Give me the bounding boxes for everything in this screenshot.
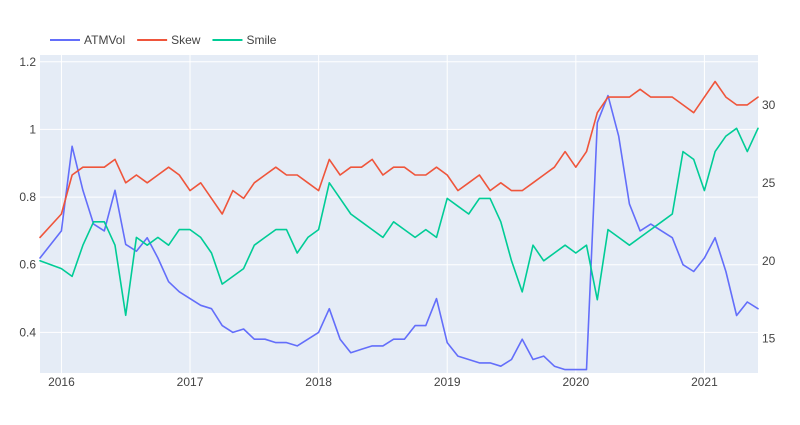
y-left-tick-label: 0.8 [19, 190, 36, 204]
x-tick-label: 2020 [562, 375, 589, 389]
y-right-tick-label: 30 [762, 98, 776, 112]
x-axis-ticks: 2016 2017 2018 2019 2020 2021 [48, 375, 718, 389]
series-line-smile [39, 127, 759, 317]
series-line-atmvol [39, 94, 759, 371]
legend-label: Smile [246, 33, 276, 47]
y-left-tick-label: 0.4 [19, 325, 36, 339]
y-axis-left-ticks: 0.4 0.6 0.8 1 1.2 [19, 55, 36, 340]
legend-item-smile[interactable]: Smile [212, 33, 277, 47]
series-line-skew [39, 80, 759, 239]
x-tick-label: 2021 [691, 375, 718, 389]
y-left-tick-label: 1 [29, 122, 36, 136]
y-left-tick-label: 0.6 [19, 258, 36, 272]
legend-label: ATMVol [84, 33, 125, 47]
y-right-tick-label: 15 [762, 332, 776, 346]
y-axis-right-ticks: 15 20 25 30 [762, 98, 776, 346]
y-right-tick-label: 25 [762, 176, 776, 190]
y-left-tick-label: 1.2 [19, 55, 36, 69]
y-right-tick-label: 20 [762, 254, 776, 268]
legend-label: Skew [171, 33, 201, 47]
x-tick-label: 2017 [177, 375, 204, 389]
x-tick-label: 2018 [305, 375, 332, 389]
x-tick-label: 2019 [434, 375, 461, 389]
legend-item-atmvol[interactable]: ATMVol [50, 33, 125, 47]
legend-item-skew[interactable]: Skew [137, 33, 201, 47]
x-tick-label: 2016 [48, 375, 75, 389]
plot-background [40, 55, 758, 373]
grid-lines [40, 55, 758, 373]
series-lines [39, 80, 759, 371]
legend[interactable]: ATMVol Skew Smile [50, 33, 277, 47]
